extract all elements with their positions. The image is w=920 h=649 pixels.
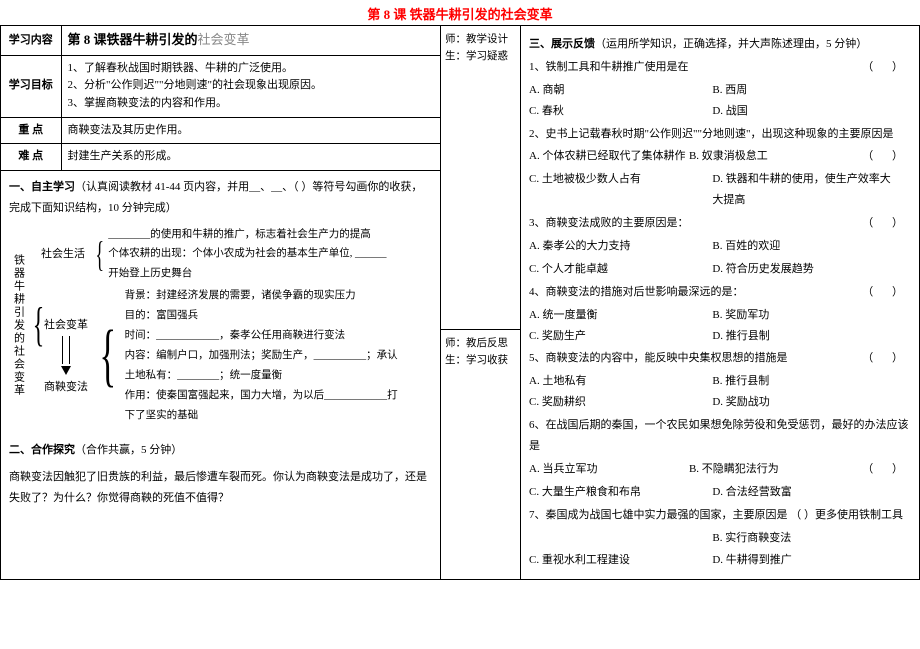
block3-line: 土地私有：________；统一度量衡 [125, 366, 432, 386]
q2-opt: C. 土地被极少数人占有 [529, 169, 712, 211]
q5-opt: B. 推行县制 [712, 371, 895, 392]
section2-heading: 二、合作探究 [9, 444, 75, 456]
q3-opt: A. 秦孝公的大力支持 [529, 236, 712, 257]
answer-blank[interactable]: （ ） [862, 146, 911, 167]
brace-icon: { [33, 311, 45, 340]
student-line: 生：学习收获 [445, 353, 516, 370]
page-title: 第 8 课 铁器牛耕引发的社会变革 [0, 0, 920, 25]
q6-opt: D. 合法经营致富 [712, 482, 895, 503]
block2-line: 目的：富国强兵 [125, 306, 432, 326]
page-layout: 学习内容 第 8 课铁器牛耕引发的社会变革 学习目标 1、了解春秋战国时期铁器、… [0, 25, 920, 580]
q7-opt [529, 528, 712, 549]
diagram-vert-label: 铁器牛耕引发的社会变革 [8, 254, 29, 397]
q2-opt: B. 奴隶消极怠工 [689, 146, 849, 167]
lesson-title-gray: 社会变革 [198, 32, 250, 47]
block2-line: 背景：封建经济发展的需要，诸侯争霸的现实压力 [125, 286, 432, 306]
goals-cell: 1、了解春秋战国时期铁器、牛耕的广泛使用。 2、分析"公作则迟""分地则速"的社… [61, 55, 440, 117]
q4-opt: B. 奖励军功 [712, 305, 895, 326]
answer-blank[interactable]: （ ） [862, 348, 911, 369]
q1: 1、铁制工具和牛耕推广使用是在 [529, 61, 689, 73]
q4: 4、商鞅变法的措施对后世影响最深远的是： [529, 286, 744, 298]
diff-cell: 封建生产关系的形成。 [61, 144, 440, 171]
block3-line: 下了坚实的基础 [125, 406, 432, 426]
q6-opt: C. 大量生产粮食和布帛 [529, 482, 712, 503]
q5-opt: D. 奖励战功 [712, 392, 895, 413]
q6-opt: B. 不隐瞒犯法行为 [689, 459, 849, 480]
q2-opt: D. 铁器和牛耕的使用，使生产效率大大提高 [712, 169, 895, 211]
q5-opt: C. 奖励耕织 [529, 392, 712, 413]
right-column: 三、展示反馈（运用所学知识，正确选择，并大声陈述理由，5 分钟） 1、铁制工具和… [520, 26, 920, 579]
section3-heading: 三、展示反馈 [529, 38, 595, 50]
block1-label: 社会生活 [41, 244, 91, 265]
section2-note: （合作共赢，5 分钟） [75, 444, 182, 456]
goal-line: 1、了解春秋战国时期铁器、牛耕的广泛使用。 [68, 60, 435, 78]
teacher-line: 师：教学设计 [445, 32, 516, 49]
answer-blank[interactable]: （ ） [862, 213, 911, 234]
q7-opt: D. 牛耕得到推广 [712, 550, 895, 571]
answer-blank[interactable]: （ ） [862, 282, 911, 303]
arrow-down-icon [61, 366, 71, 375]
lesson-title-cell: 第 8 课铁器牛耕引发的社会变革 [61, 26, 440, 55]
q6: 6、在战国后期的秦国，一个农民如果想免除劳役和免受惩罚，最好的办法应该是 [529, 415, 911, 457]
section2: 二、合作探究（合作共赢，5 分钟） 商鞅变法因触犯了旧贵族的利益，最后惨遭车裂而… [1, 434, 440, 515]
block1-line: 个体农耕的出现：个体小农成为社会的基本生产单位, ______ [108, 244, 432, 264]
block2-line: 时间：____________，秦孝公任用商鞅进行变法 [125, 326, 432, 346]
q4-opt: A. 统一度量衡 [529, 305, 712, 326]
info-table: 学习内容 第 8 课铁器牛耕引发的社会变革 学习目标 1、了解春秋战国时期铁器、… [1, 26, 440, 171]
answer-blank[interactable]: （ ） [862, 57, 911, 78]
answer-blank[interactable]: （ ） [862, 459, 911, 480]
block3-line: 内容：编制户口，加强刑法；奖励生产，__________；承认 [125, 346, 432, 366]
q3-opt: B. 百姓的欢迎 [712, 236, 895, 257]
q3: 3、商鞅变法成败的主要原因是： [529, 217, 689, 229]
q1-opt: B. 西周 [712, 80, 895, 101]
label-content: 学习内容 [1, 26, 61, 55]
q3-opt: D. 符合历史发展趋势 [712, 259, 895, 280]
goal-line: 2、分析"公作则迟""分地则速"的社会现象出现原因。 [68, 77, 435, 95]
block1-line: ________的使用和牛耕的推广，标志着社会生产力的提高 [108, 225, 432, 245]
q7-opt: B. 实行商鞅变法 [712, 528, 895, 549]
lesson-title-text: 第 8 课铁器牛耕引发的 [68, 32, 198, 47]
q7-opt: C. 重视水利工程建设 [529, 550, 712, 571]
q7: 7、秦国成为战国七雄中实力最强的国家，主要原因是 （ ）更多使用铁制工具 [529, 505, 911, 526]
section1: 一、自主学习（认真阅读教材 41-44 页内容，并用__、__、（ ）等符号勾画… [1, 171, 440, 434]
q3-opt: C. 个人才能卓越 [529, 259, 712, 280]
q1-opt: C. 春秋 [529, 101, 712, 122]
brace-icon: { [95, 244, 104, 266]
block3-line: 作用：使秦国富强起来，国力大增，为以后____________打 [125, 386, 432, 406]
section3-note: （运用所学知识，正确选择，并大声陈述理由，5 分钟） [595, 38, 867, 50]
student-line: 生：学习疑惑 [445, 49, 516, 66]
q2: 2、史书上记载春秋时期"公作则迟""分地则速"，出现这种现象的主要原因是 [529, 124, 911, 145]
q5-opt: A. 土地私有 [529, 371, 712, 392]
q4-opt: C. 奖励生产 [529, 326, 712, 347]
q1-opt: A. 商朝 [529, 80, 712, 101]
q2-opt: A. 个体农耕已经取代了集体耕作 [529, 146, 689, 167]
block3-label: 商鞅变法 [41, 377, 91, 398]
middle-column: 师：教学设计 生：学习疑惑 师：教后反思 生：学习收获 [440, 26, 520, 579]
goal-line: 3、掌握商鞅变法的内容和作用。 [68, 95, 435, 113]
teacher-design-cell: 师：教学设计 生：学习疑惑 [441, 26, 520, 330]
section2-text: 商鞅变法因触犯了旧贵族的利益，最后惨遭车裂而死。你认为商鞅变法是成功了，还是失败… [9, 467, 432, 509]
q6-opt: A. 当兵立军功 [529, 459, 689, 480]
teacher-line: 师：教后反思 [445, 336, 516, 353]
label-diff: 难 点 [1, 144, 61, 171]
block1-line: 开始登上历史舞台 [108, 264, 432, 284]
arrow-stem-icon [62, 336, 70, 364]
label-goals: 学习目标 [1, 55, 61, 117]
brace-icon: { [99, 335, 116, 377]
q4-opt: D. 推行县制 [712, 326, 895, 347]
left-column: 学习内容 第 8 课铁器牛耕引发的社会变革 学习目标 1、了解春秋战国时期铁器、… [0, 26, 440, 579]
teacher-reflect-cell: 师：教后反思 生：学习收获 [441, 330, 520, 376]
key-cell: 商鞅变法及其历史作用。 [61, 117, 440, 144]
label-key: 重 点 [1, 117, 61, 144]
q1-opt: D. 战国 [712, 101, 895, 122]
knowledge-diagram: 铁器牛耕引发的社会变革 { 社会生活 { ________的使用和牛耕的推广，标… [9, 223, 432, 428]
section1-heading: 一、自主学习 [9, 181, 75, 193]
block2-label: 社会变革 [41, 315, 91, 336]
q5: 5、商鞅变法的内容中，能反映中央集权思想的措施是 [529, 352, 788, 364]
